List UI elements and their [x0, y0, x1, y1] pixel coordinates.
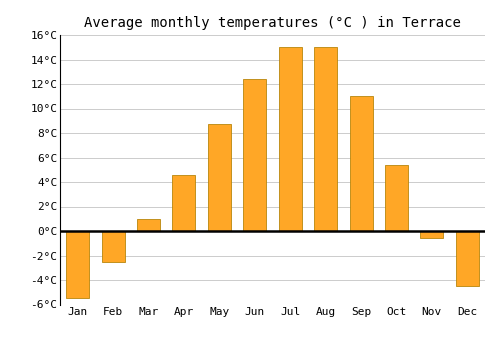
Bar [420, 231, 444, 238]
Bar [385, 165, 408, 231]
Bar [208, 125, 231, 231]
Bar [278, 47, 301, 231]
Bar [314, 47, 337, 231]
Bar [350, 96, 372, 231]
Bar [137, 219, 160, 231]
Bar [66, 231, 89, 298]
Title: Average monthly temperatures (°C ) in Terrace: Average monthly temperatures (°C ) in Te… [84, 16, 461, 30]
Bar [172, 175, 196, 231]
Bar [102, 231, 124, 262]
Bar [456, 231, 479, 286]
Bar [244, 79, 266, 231]
